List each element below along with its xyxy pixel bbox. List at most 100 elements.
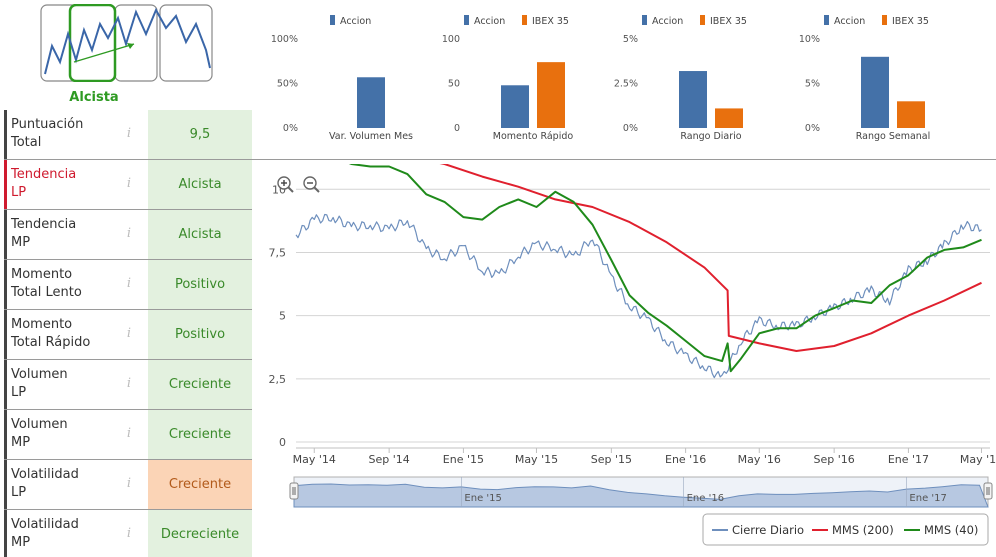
bar bbox=[897, 101, 925, 128]
range-navigator[interactable]: Ene '15 Ene '16 Ene '17 bbox=[289, 476, 993, 508]
indicator-row[interactable]: Volatilidad LP i Creciente bbox=[4, 460, 252, 510]
signal-label: Alcista bbox=[69, 90, 119, 105]
y-tick-label: 5% bbox=[805, 79, 820, 90]
indicator-row[interactable]: Volumen LP i Creciente bbox=[4, 360, 252, 410]
x-axis-label: Var. Volumen Mes bbox=[329, 131, 413, 142]
indicator-name: Volumen MP bbox=[4, 410, 114, 459]
x-tick-label: May '17 bbox=[960, 453, 996, 466]
thumb-frame-3 bbox=[114, 4, 158, 82]
indicator-name-line1: Tendencia bbox=[11, 217, 77, 232]
navigator-tick-label: Ene '17 bbox=[909, 493, 946, 504]
legend-item[interactable]: MMS (200) bbox=[812, 523, 894, 537]
zoom-in-icon[interactable] bbox=[277, 176, 294, 193]
x-axis-label: Rango Semanal bbox=[856, 131, 931, 142]
legend-label: Accion bbox=[340, 16, 371, 27]
navigator-right-handle[interactable] bbox=[983, 482, 993, 500]
indicator-value: Alcista bbox=[148, 160, 252, 209]
legend-swatch bbox=[882, 15, 887, 25]
indicator-name: Momento Total Rápido bbox=[4, 310, 114, 359]
indicator-row[interactable]: Volumen MP i Creciente bbox=[4, 410, 252, 460]
x-tick-label: Sep '16 bbox=[814, 453, 855, 466]
indicator-name: Momento Total Lento bbox=[4, 260, 114, 309]
indicator-name: Tendencia LP bbox=[4, 160, 114, 209]
legend-label: Accion bbox=[474, 16, 505, 27]
handle-grip bbox=[289, 482, 299, 500]
legend-label: IBEX 35 bbox=[892, 16, 929, 27]
y-tick-label: 100% bbox=[271, 34, 298, 45]
indicator-name-line1: Momento bbox=[11, 317, 73, 332]
bar bbox=[537, 62, 565, 128]
legend-box bbox=[702, 513, 989, 546]
indicator-name-line2: Total bbox=[11, 135, 42, 150]
indicator-name-line1: Volatilidad bbox=[11, 517, 79, 532]
indicator-name-line1: Momento bbox=[11, 267, 73, 282]
indicator-table: Puntuación Total i 9,5 Tendencia LP i Alcista Te… bbox=[4, 110, 252, 557]
indicator-name-line2: LP bbox=[11, 485, 27, 500]
indicator-value: Positivo bbox=[148, 310, 252, 359]
indicator-name-line2: Total Lento bbox=[11, 285, 82, 300]
thumb-price-line bbox=[44, 7, 211, 75]
zoom-in-handle bbox=[287, 186, 294, 193]
y-tick-label: 0% bbox=[623, 123, 638, 134]
bar-chart-rango-diario: Accion IBEX 35 0% 2.5% 5% Rango Diario bbox=[614, 15, 747, 142]
indicator-value: Creciente bbox=[148, 360, 252, 409]
section-divider bbox=[252, 159, 996, 160]
zoom-out-icon[interactable] bbox=[303, 176, 320, 193]
indicator-name-line2: LP bbox=[11, 185, 27, 200]
bar-chart-momento-rapido: Accion IBEX 35 0 50 100 Momento Rápido bbox=[442, 15, 574, 142]
navigator-tick-label: Ene '16 bbox=[687, 493, 724, 504]
info-icon[interactable]: i bbox=[126, 376, 132, 391]
legend-label: IBEX 35 bbox=[710, 16, 747, 27]
indicator-row[interactable]: Tendencia LP i Alcista bbox=[4, 160, 252, 210]
y-tick-label: 0 bbox=[454, 123, 460, 134]
trend-signal-thumbnail bbox=[40, 4, 213, 82]
indicator-name-line1: Volumen bbox=[11, 367, 68, 382]
y-tick-label: 5% bbox=[623, 34, 638, 45]
indicator-value: Decreciente bbox=[148, 510, 252, 557]
indicator-row[interactable]: Volatilidad MP i Decreciente bbox=[4, 510, 252, 557]
legend-swatch bbox=[642, 15, 647, 25]
indicator-name-line1: Volumen bbox=[11, 417, 68, 432]
indicator-name-line1: Puntuación bbox=[11, 117, 84, 132]
bar bbox=[501, 85, 529, 128]
y-tick-label: 5 bbox=[279, 310, 286, 323]
indicator-value: Creciente bbox=[148, 410, 252, 459]
legend-label: Accion bbox=[834, 16, 865, 27]
series-cierre-diario bbox=[295, 213, 982, 379]
y-tick-label: 0% bbox=[283, 123, 298, 134]
info-icon[interactable]: i bbox=[126, 526, 132, 541]
navigator-left-handle[interactable] bbox=[289, 482, 299, 500]
info-icon[interactable]: i bbox=[126, 276, 132, 291]
info-icon[interactable]: i bbox=[126, 426, 132, 441]
indicator-name-line2: LP bbox=[11, 385, 27, 400]
legend-label: Accion bbox=[652, 16, 683, 27]
y-tick-label: 10% bbox=[799, 34, 820, 45]
info-icon[interactable]: i bbox=[126, 176, 132, 191]
navigator-tick-label: Ene '15 bbox=[464, 493, 501, 504]
info-icon[interactable]: i bbox=[126, 476, 132, 491]
x-axis-label: Momento Rápido bbox=[493, 131, 574, 142]
info-icon[interactable]: i bbox=[126, 326, 132, 341]
handle-grip bbox=[983, 482, 993, 500]
indicator-row[interactable]: Puntuación Total i 9,5 bbox=[4, 110, 252, 160]
indicator-row[interactable]: Tendencia MP i Alcista bbox=[4, 210, 252, 260]
legend-item[interactable]: Cierre Diario bbox=[712, 523, 804, 537]
legend-item[interactable]: MMS (40) bbox=[904, 523, 978, 537]
indicator-row[interactable]: Momento Total Lento i Positivo bbox=[4, 260, 252, 310]
y-tick-label: 2.5% bbox=[614, 79, 638, 90]
y-tick-label: 0% bbox=[805, 123, 820, 134]
bar bbox=[357, 77, 385, 128]
bar-chart-volumen-mes: Accion 0% 50% 100% Var. Volumen Mes bbox=[271, 15, 413, 142]
indicator-name: Volumen LP bbox=[4, 360, 114, 409]
info-icon[interactable]: i bbox=[126, 226, 132, 241]
x-tick-label: May '14 bbox=[293, 453, 336, 466]
legend-swatch bbox=[824, 15, 829, 25]
legend-label: MMS (40) bbox=[924, 523, 978, 537]
info-icon[interactable]: i bbox=[126, 126, 132, 141]
x-tick-label: May '15 bbox=[515, 453, 558, 466]
y-tick-label: 100 bbox=[442, 34, 460, 45]
legend-swatch bbox=[700, 15, 705, 25]
indicator-row[interactable]: Momento Total Rápido i Positivo bbox=[4, 310, 252, 360]
bar bbox=[715, 108, 743, 128]
